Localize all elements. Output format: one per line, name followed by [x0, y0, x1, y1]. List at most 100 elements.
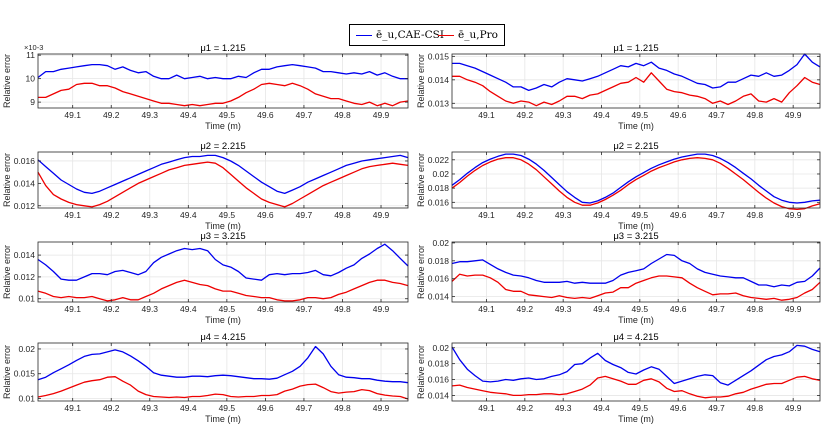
- panel-5: 49.1 49.2 49.3 49.4 49.5 49.6 49.7 49.8 49.9 0.01…: [2, 231, 409, 325]
- x-tick-label: 49.1: [478, 304, 495, 314]
- x-tick-label: 49.2: [517, 110, 534, 120]
- series-line-pro: [37, 279, 409, 302]
- x-tick-label: 49.6: [670, 403, 687, 413]
- x-tick-label: 49.6: [257, 210, 274, 220]
- series-line-cae-csi: [37, 154, 409, 195]
- y-tick-label: 0.014: [14, 178, 36, 188]
- x-axis-label: Time (m): [618, 121, 654, 131]
- series-line-cae-csi: [451, 153, 821, 204]
- x-tick-label: 49.1: [64, 110, 81, 120]
- x-tick-label: 49.9: [785, 110, 802, 120]
- series-line-pro: [451, 157, 821, 211]
- panel-title: μ1 = 1.215: [200, 43, 245, 54]
- y-tick-label: 0.013: [428, 98, 450, 108]
- axes-box: [37, 53, 409, 109]
- x-tick-label: 49.3: [555, 304, 572, 314]
- legend-swatch-pro: [438, 34, 454, 36]
- panel-title: μ3 = 3.215: [613, 231, 658, 242]
- x-axis-label: Time (m): [205, 121, 241, 131]
- y-tick-label: 0.016: [428, 197, 450, 207]
- y-tick-label: 0.014: [428, 390, 450, 400]
- x-tick-label: 49.6: [257, 403, 274, 413]
- y-exponent: ×10-3: [24, 43, 43, 52]
- y-tick-label: 0.02: [18, 344, 35, 354]
- x-tick-label: 49.2: [517, 403, 534, 413]
- x-tick-label: 49.5: [632, 304, 649, 314]
- x-tick-label: 49.9: [373, 403, 390, 413]
- x-tick-label: 49.4: [593, 110, 610, 120]
- y-tick-label: 0.02: [432, 169, 449, 179]
- x-tick-label: 49.2: [103, 210, 120, 220]
- x-tick-label: 49.5: [632, 403, 649, 413]
- y-tick-label: 0.014: [428, 75, 450, 85]
- y-tick-label: 0.02: [432, 343, 449, 353]
- x-axis-label: Time (m): [205, 414, 241, 424]
- y-tick-label: 0.012: [14, 201, 36, 211]
- y-tick-label: 0.016: [14, 156, 36, 166]
- x-tick-label: 49.3: [555, 110, 572, 120]
- y-tick-label: 0.018: [428, 183, 450, 193]
- y-axis-label: Relative error: [2, 153, 12, 207]
- y-tick-label: 0.01: [18, 294, 35, 304]
- y-tick-label: 0.012: [14, 272, 36, 282]
- x-tick-label: 49.8: [334, 403, 351, 413]
- x-tick-label: 49.3: [141, 210, 158, 220]
- panel-4: 49.1 49.2 49.3 49.4 49.5 49.6 49.7 49.8 49.9 0.01…: [416, 141, 821, 231]
- x-tick-label: 49.9: [373, 110, 390, 120]
- legend-entry-pro: ē_u,Pro: [438, 28, 498, 42]
- series-line-cae-csi: [451, 344, 821, 386]
- y-tick-label: 0.014: [14, 250, 36, 260]
- x-tick-label: 49.5: [219, 210, 236, 220]
- x-tick-label: 49.4: [593, 210, 610, 220]
- x-axis-label: Time (m): [618, 315, 654, 325]
- panel-title: μ2 = 2.215: [200, 141, 245, 152]
- x-tick-label: 49.5: [219, 110, 236, 120]
- series-line-cae-csi: [37, 243, 409, 281]
- y-tick-label: 0.015: [428, 51, 450, 61]
- x-tick-label: 49.5: [632, 110, 649, 120]
- y-tick-label: 0.01: [18, 394, 35, 404]
- y-tick-label: 0.018: [428, 256, 450, 266]
- y-tick-label: 9: [30, 97, 35, 107]
- panel-8: 49.1 49.2 49.3 49.4 49.5 49.6 49.7 49.8 49.9 0.01…: [416, 332, 821, 424]
- series-line-cae-csi: [37, 345, 409, 384]
- series-line-pro: [452, 72, 821, 107]
- x-tick-label: 49.1: [478, 210, 495, 220]
- series-line-pro: [451, 273, 821, 301]
- x-tick-label: 49.9: [785, 403, 802, 413]
- x-tick-label: 49.4: [180, 110, 197, 120]
- axes-box: [451, 342, 821, 402]
- y-tick-label: 0.02: [432, 238, 449, 248]
- x-tick-label: 49.8: [334, 210, 351, 220]
- x-tick-label: 49.8: [747, 210, 764, 220]
- x-tick-label: 49.9: [785, 210, 802, 220]
- legend-entry-cae-csi: ē_u,CAE-CSI: [356, 28, 444, 42]
- panel-title: μ4 = 4.215: [613, 332, 658, 343]
- x-axis-label: Time (m): [205, 315, 241, 325]
- x-tick-label: 49.3: [141, 110, 158, 120]
- legend-label-pro: ē_u,Pro: [458, 29, 498, 41]
- y-axis-label: Relative error: [2, 345, 12, 399]
- series-line-pro: [38, 82, 409, 107]
- axes-box: [451, 53, 821, 109]
- y-axis-label: Relative error: [416, 245, 426, 299]
- x-tick-label: 49.7: [296, 304, 313, 314]
- panel-6: 49.1 49.2 49.3 49.4 49.5 49.6 49.7 49.8 49.9 0.01…: [416, 231, 821, 325]
- series-line-cae-csi: [37, 63, 408, 80]
- x-tick-label: 49.9: [373, 304, 390, 314]
- x-axis-label: Time (m): [618, 414, 654, 424]
- x-tick-label: 49.2: [517, 210, 534, 220]
- x-tick-label: 49.6: [670, 210, 687, 220]
- panel-1: 49.1 49.2 49.3 49.4 49.5 49.6 49.7 49.8 49.9 9 10 1…: [2, 43, 409, 131]
- x-tick-label: 49.1: [64, 304, 81, 314]
- x-tick-label: 49.2: [103, 304, 120, 314]
- x-tick-label: 49.3: [141, 403, 158, 413]
- panel-title: μ2 = 2.215: [613, 141, 658, 152]
- y-tick-label: 0.014: [428, 292, 450, 302]
- x-tick-label: 49.8: [747, 110, 764, 120]
- x-tick-label: 49.7: [708, 403, 725, 413]
- y-tick-label: 0.015: [14, 369, 36, 379]
- x-tick-label: 49.7: [296, 110, 313, 120]
- x-tick-label: 49.5: [219, 403, 236, 413]
